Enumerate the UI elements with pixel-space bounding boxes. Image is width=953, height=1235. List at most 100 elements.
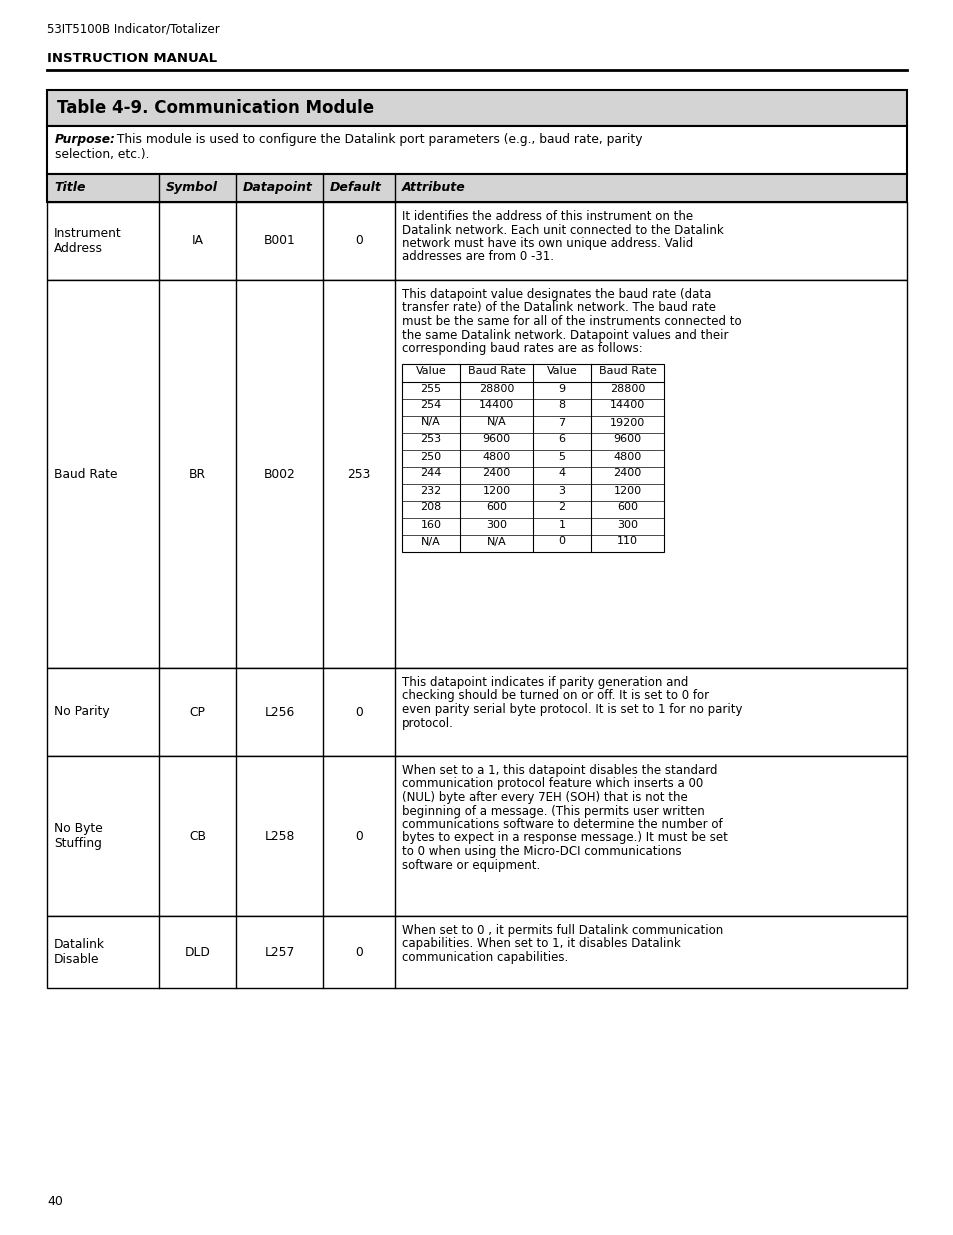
Text: network must have its own unique address. Valid: network must have its own unique address… — [401, 237, 693, 249]
Bar — [47, 280, 906, 668]
Text: No Parity: No Parity — [54, 705, 110, 719]
Text: No Byte
Stuffing: No Byte Stuffing — [54, 823, 103, 850]
Text: bytes to expect in a response message.) It must be set: bytes to expect in a response message.) … — [401, 831, 727, 845]
Text: 3: 3 — [558, 485, 565, 495]
Text: Value: Value — [416, 367, 446, 377]
Text: software or equipment.: software or equipment. — [401, 858, 539, 872]
Text: Purpose:: Purpose: — [55, 133, 115, 146]
Text: N/A: N/A — [486, 536, 506, 547]
Text: 9600: 9600 — [482, 435, 510, 445]
Text: 0: 0 — [558, 536, 565, 547]
Text: Baud Rate: Baud Rate — [467, 367, 525, 377]
Bar — [47, 916, 906, 988]
Text: Baud Rate: Baud Rate — [598, 367, 656, 377]
Text: 232: 232 — [420, 485, 441, 495]
Text: When set to a 1, this datapoint disables the standard: When set to a 1, this datapoint disables… — [401, 764, 717, 777]
Text: B001: B001 — [263, 235, 295, 247]
Text: to 0 when using the Micro-DCI communications: to 0 when using the Micro-DCI communicat… — [401, 845, 680, 858]
Text: beginning of a message. (This permits user written: beginning of a message. (This permits us… — [401, 804, 704, 818]
Text: protocol.: protocol. — [401, 716, 454, 730]
Text: selection, etc.).: selection, etc.). — [55, 148, 150, 161]
Text: INSTRUCTION MANUAL: INSTRUCTION MANUAL — [47, 52, 217, 65]
Text: N/A: N/A — [486, 417, 506, 427]
Text: Default: Default — [330, 182, 381, 194]
Text: addresses are from 0 -31.: addresses are from 0 -31. — [401, 251, 554, 263]
Text: communication protocol feature which inserts a 00: communication protocol feature which ins… — [401, 778, 702, 790]
Text: IA: IA — [192, 235, 203, 247]
Text: 28800: 28800 — [609, 384, 644, 394]
Text: 0: 0 — [355, 235, 362, 247]
Bar — [47, 203, 906, 280]
Text: L256: L256 — [264, 705, 294, 719]
Text: communication capabilities.: communication capabilities. — [401, 951, 568, 965]
Text: L258: L258 — [264, 830, 294, 842]
Text: CP: CP — [190, 705, 205, 719]
Text: CB: CB — [189, 830, 206, 842]
Bar — [47, 756, 906, 916]
Text: This datapoint indicates if parity generation and: This datapoint indicates if parity gener… — [401, 676, 688, 689]
Text: L257: L257 — [264, 946, 294, 958]
Text: It identifies the address of this instrument on the: It identifies the address of this instru… — [401, 210, 693, 224]
Bar — [47, 174, 906, 203]
Bar — [47, 668, 906, 756]
Text: 2400: 2400 — [482, 468, 510, 478]
Text: 53IT5100B Indicator/Totalizer: 53IT5100B Indicator/Totalizer — [47, 22, 219, 35]
Text: 2400: 2400 — [613, 468, 641, 478]
Text: 19200: 19200 — [609, 417, 644, 427]
Bar — [47, 90, 906, 126]
Text: 1: 1 — [558, 520, 565, 530]
Text: 4: 4 — [558, 468, 565, 478]
Text: 1200: 1200 — [613, 485, 640, 495]
Text: B002: B002 — [263, 468, 295, 480]
Text: 4800: 4800 — [613, 452, 641, 462]
Text: This datapoint value designates the baud rate (data: This datapoint value designates the baud… — [401, 288, 711, 301]
Text: 208: 208 — [420, 503, 441, 513]
Text: transfer rate) of the Datalink network. The baud rate: transfer rate) of the Datalink network. … — [401, 301, 716, 315]
Text: 6: 6 — [558, 435, 565, 445]
Text: Instrument
Address: Instrument Address — [54, 227, 122, 254]
Text: capabilities. When set to 1, it disables Datalink: capabilities. When set to 1, it disables… — [401, 937, 680, 951]
Text: Datapoint: Datapoint — [243, 182, 313, 194]
Text: 8: 8 — [558, 400, 565, 410]
Text: 40: 40 — [47, 1195, 63, 1208]
Text: 9: 9 — [558, 384, 565, 394]
Text: 253: 253 — [347, 468, 371, 480]
Text: 300: 300 — [485, 520, 506, 530]
Bar — [401, 363, 663, 552]
Text: BR: BR — [189, 468, 206, 480]
Text: 0: 0 — [355, 830, 362, 842]
Text: (NUL) byte after every 7EH (SOH) that is not the: (NUL) byte after every 7EH (SOH) that is… — [401, 790, 687, 804]
Text: Title: Title — [54, 182, 86, 194]
Text: 2: 2 — [558, 503, 565, 513]
Text: 253: 253 — [420, 435, 441, 445]
Text: 244: 244 — [420, 468, 441, 478]
Text: This module is used to configure the Datalink port parameters (e.g., baud rate, : This module is used to configure the Dat… — [112, 133, 641, 146]
Text: 255: 255 — [420, 384, 441, 394]
Text: 28800: 28800 — [478, 384, 514, 394]
Text: 14400: 14400 — [478, 400, 514, 410]
Text: Baud Rate: Baud Rate — [54, 468, 117, 480]
Text: 250: 250 — [420, 452, 441, 462]
Text: 4800: 4800 — [482, 452, 510, 462]
Text: 9600: 9600 — [613, 435, 640, 445]
Text: even parity serial byte protocol. It is set to 1 for no parity: even parity serial byte protocol. It is … — [401, 703, 741, 716]
Text: must be the same for all of the instruments connected to: must be the same for all of the instrume… — [401, 315, 740, 329]
Text: 7: 7 — [558, 417, 565, 427]
Text: 14400: 14400 — [609, 400, 644, 410]
Text: corresponding baud rates are as follows:: corresponding baud rates are as follows: — [401, 342, 642, 354]
Text: N/A: N/A — [420, 417, 440, 427]
Text: 600: 600 — [617, 503, 638, 513]
Text: Datalink
Disable: Datalink Disable — [54, 939, 105, 966]
Text: 5: 5 — [558, 452, 565, 462]
Text: the same Datalink network. Datapoint values and their: the same Datalink network. Datapoint val… — [401, 329, 728, 342]
Text: 0: 0 — [355, 946, 362, 958]
Text: 160: 160 — [420, 520, 441, 530]
Text: 110: 110 — [617, 536, 638, 547]
Text: Table 4-9. Communication Module: Table 4-9. Communication Module — [57, 99, 374, 117]
Text: 1200: 1200 — [482, 485, 510, 495]
Text: communications software to determine the number of: communications software to determine the… — [401, 818, 721, 831]
Text: 0: 0 — [355, 705, 362, 719]
Text: Datalink network. Each unit connected to the Datalink: Datalink network. Each unit connected to… — [401, 224, 723, 236]
Text: Attribute: Attribute — [401, 182, 465, 194]
Text: 254: 254 — [420, 400, 441, 410]
